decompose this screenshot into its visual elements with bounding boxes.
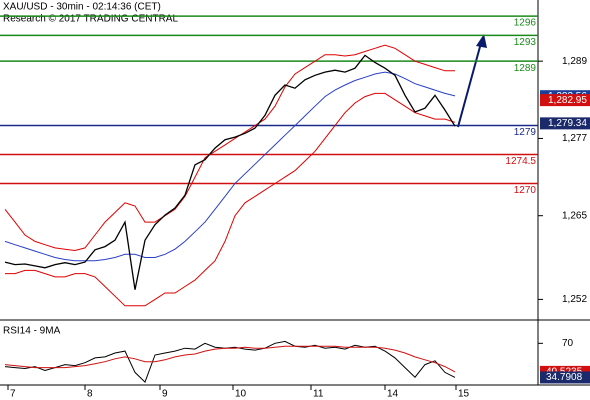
- price-box-label: 1,282.95: [548, 95, 587, 106]
- x-tick-label: 15: [458, 389, 470, 400]
- chart-subtitle: Research © 2017 TRADING CENTRAL: [3, 14, 178, 25]
- series-line: [5, 92, 456, 307]
- rsi-title: RSI14 - 9MA: [3, 326, 61, 337]
- x-tick-label: 7: [10, 389, 16, 400]
- y-tick-label: 1,277: [562, 133, 587, 144]
- series-line: [4, 54, 456, 290]
- forecast-arrow: [457, 42, 482, 128]
- y-tick-label: 1,289: [562, 56, 587, 67]
- rsi-box-label: 34.7908: [546, 372, 583, 383]
- level-label: 1289: [514, 63, 537, 74]
- arrow-head: [476, 34, 487, 48]
- level-label: 1274.5: [505, 156, 536, 167]
- price-box: [540, 117, 590, 130]
- y-tick-label: 1,252: [562, 294, 587, 305]
- x-tick-label: 10: [235, 389, 247, 400]
- level-label: 1279: [514, 127, 537, 138]
- rsi-box: [540, 371, 590, 384]
- x-tick-label: 8: [87, 389, 93, 400]
- rsi-line: [4, 345, 456, 373]
- level-label: 1293: [514, 37, 537, 48]
- x-tick-label: 11: [313, 389, 324, 400]
- x-tick-label: 14: [387, 389, 399, 400]
- price-box: [540, 94, 590, 107]
- series-line: [4, 44, 455, 252]
- level-label: 1270: [514, 185, 537, 196]
- x-tick-label: 9: [162, 389, 168, 400]
- price-box-label: 1,279.34: [548, 118, 587, 129]
- y-tick-label: 1,265: [562, 210, 587, 221]
- chart-title: XAU/USD - 30min - 02:14:36 (CET): [3, 2, 161, 13]
- level-label: 1296: [514, 18, 537, 29]
- rsi-tick-label: 70: [562, 338, 574, 349]
- series-line: [4, 71, 456, 262]
